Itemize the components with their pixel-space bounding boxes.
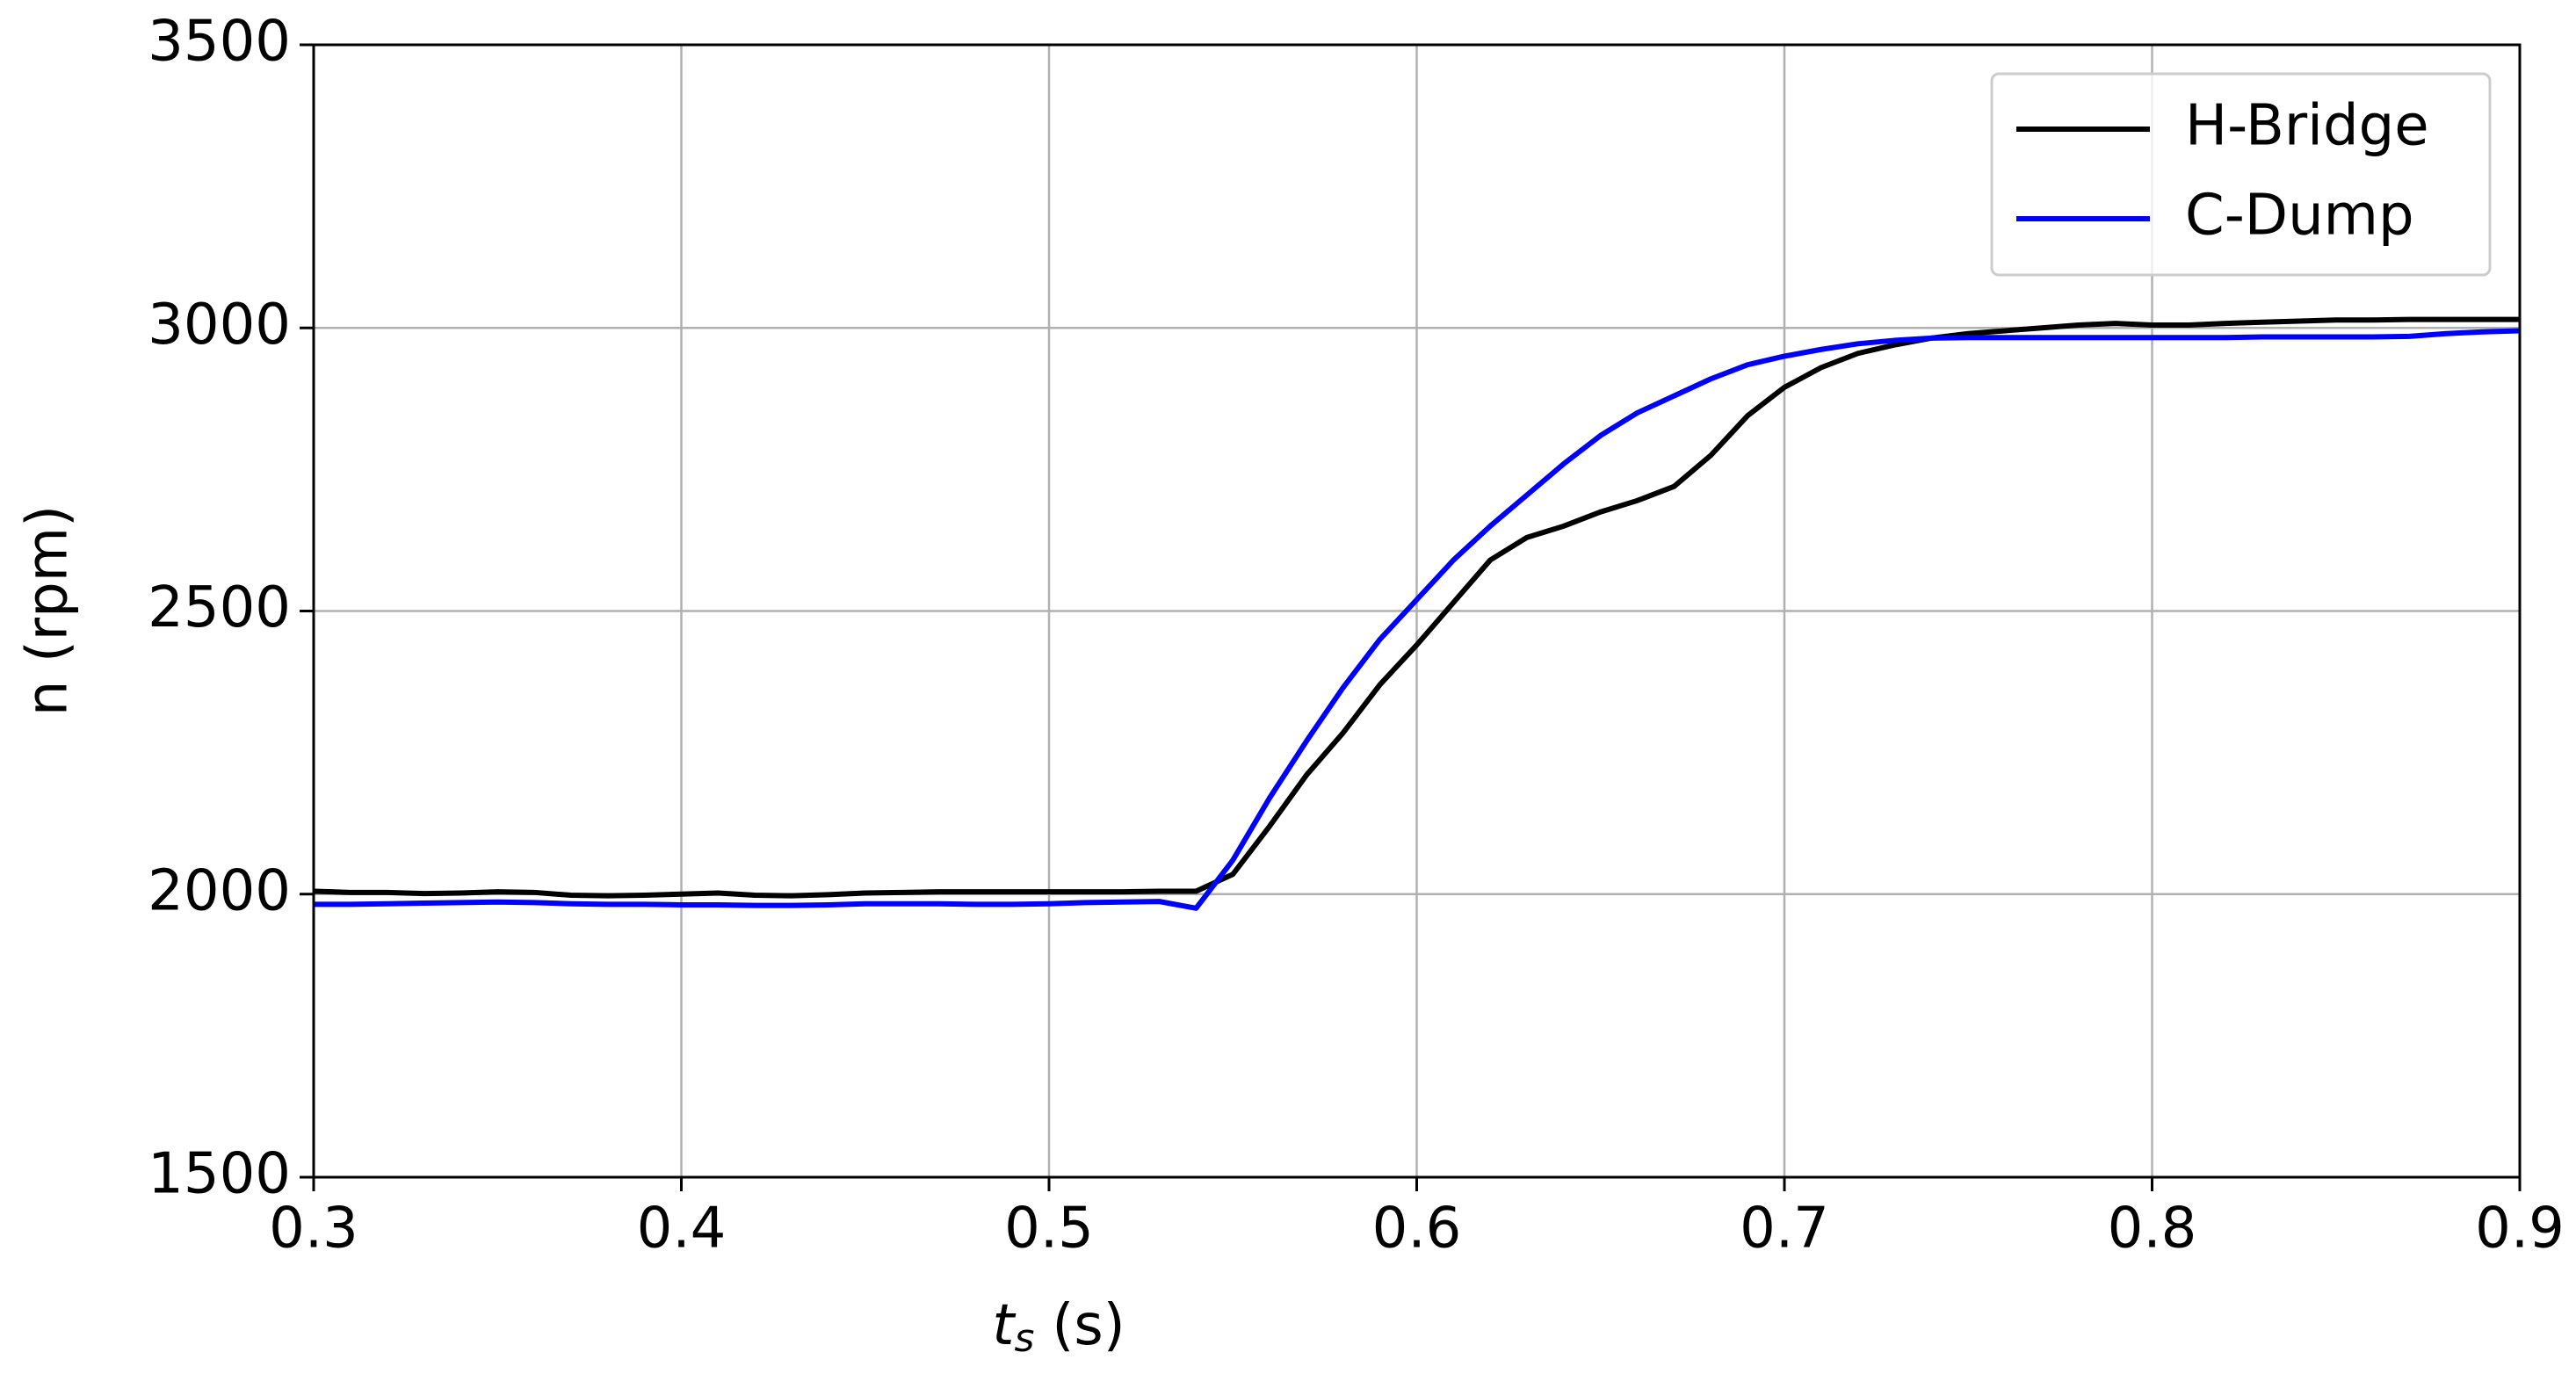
x-tick-label: 0.8: [2108, 1197, 2197, 1262]
x-tick-label: 0.3: [269, 1197, 358, 1262]
legend-label: H-Bridge: [2185, 94, 2429, 159]
legend: H-Bridge C-Dump: [1990, 72, 2492, 277]
y-tick-label: 2500: [148, 575, 291, 640]
x-label-subscript: s: [1014, 1316, 1034, 1361]
x-tick-label: 0.5: [1004, 1197, 1094, 1262]
x-label-unit: (s): [1052, 1293, 1125, 1358]
x-label-symbol: t: [992, 1293, 1017, 1358]
plot-frame: [312, 43, 2522, 1179]
x-tick-label: 0.7: [1740, 1197, 1829, 1262]
legend-box: [1990, 72, 2492, 277]
data-line: [314, 328, 2521, 911]
y-tick-label: 3000: [148, 293, 291, 358]
legend-label: C-Dump: [2185, 184, 2414, 249]
x-tick-label: 0.6: [1372, 1197, 1462, 1262]
y-tick-label: 2000: [148, 858, 291, 923]
y-tick-label: 3500: [148, 10, 291, 75]
y-axis-label: n (rpm): [16, 505, 81, 716]
x-axis-label: ts (s): [992, 1293, 1125, 1361]
x-tick-label: 0.4: [637, 1197, 727, 1262]
y-tick-label: 1500: [148, 1142, 291, 1207]
x-tick-label: 0.9: [2475, 1197, 2565, 1262]
data-line: [313, 316, 2520, 899]
